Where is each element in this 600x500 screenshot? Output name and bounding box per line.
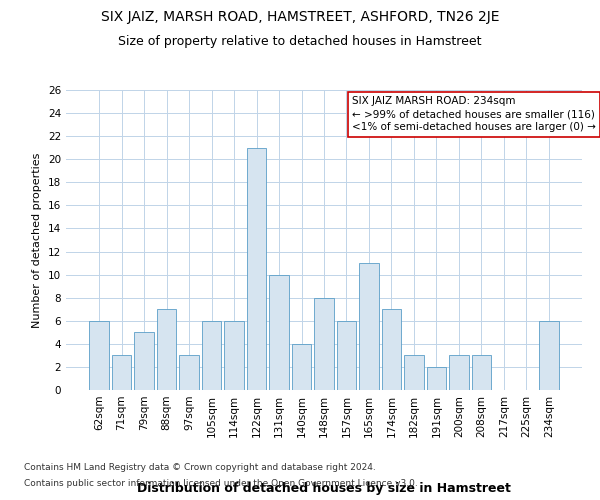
Bar bbox=[202, 321, 221, 390]
Bar bbox=[539, 321, 559, 390]
Bar bbox=[89, 321, 109, 390]
Text: Distribution of detached houses by size in Hamstreet: Distribution of detached houses by size … bbox=[137, 482, 511, 495]
Bar bbox=[269, 274, 289, 390]
Bar bbox=[112, 356, 131, 390]
Bar bbox=[472, 356, 491, 390]
Text: SIX JAIZ MARSH ROAD: 234sqm
← >99% of detached houses are smaller (116)
<1% of s: SIX JAIZ MARSH ROAD: 234sqm ← >99% of de… bbox=[352, 96, 596, 132]
Y-axis label: Number of detached properties: Number of detached properties bbox=[32, 152, 43, 328]
Bar bbox=[427, 367, 446, 390]
Bar bbox=[449, 356, 469, 390]
Text: SIX JAIZ, MARSH ROAD, HAMSTREET, ASHFORD, TN26 2JE: SIX JAIZ, MARSH ROAD, HAMSTREET, ASHFORD… bbox=[101, 10, 499, 24]
Text: Contains public sector information licensed under the Open Government Licence v3: Contains public sector information licen… bbox=[24, 478, 418, 488]
Bar bbox=[337, 321, 356, 390]
Bar bbox=[292, 344, 311, 390]
Bar bbox=[157, 309, 176, 390]
Bar bbox=[359, 263, 379, 390]
Bar bbox=[314, 298, 334, 390]
Bar bbox=[134, 332, 154, 390]
Text: Contains HM Land Registry data © Crown copyright and database right 2024.: Contains HM Land Registry data © Crown c… bbox=[24, 464, 376, 472]
Bar bbox=[224, 321, 244, 390]
Bar bbox=[404, 356, 424, 390]
Bar bbox=[247, 148, 266, 390]
Bar bbox=[179, 356, 199, 390]
Bar bbox=[382, 309, 401, 390]
Text: Size of property relative to detached houses in Hamstreet: Size of property relative to detached ho… bbox=[118, 35, 482, 48]
